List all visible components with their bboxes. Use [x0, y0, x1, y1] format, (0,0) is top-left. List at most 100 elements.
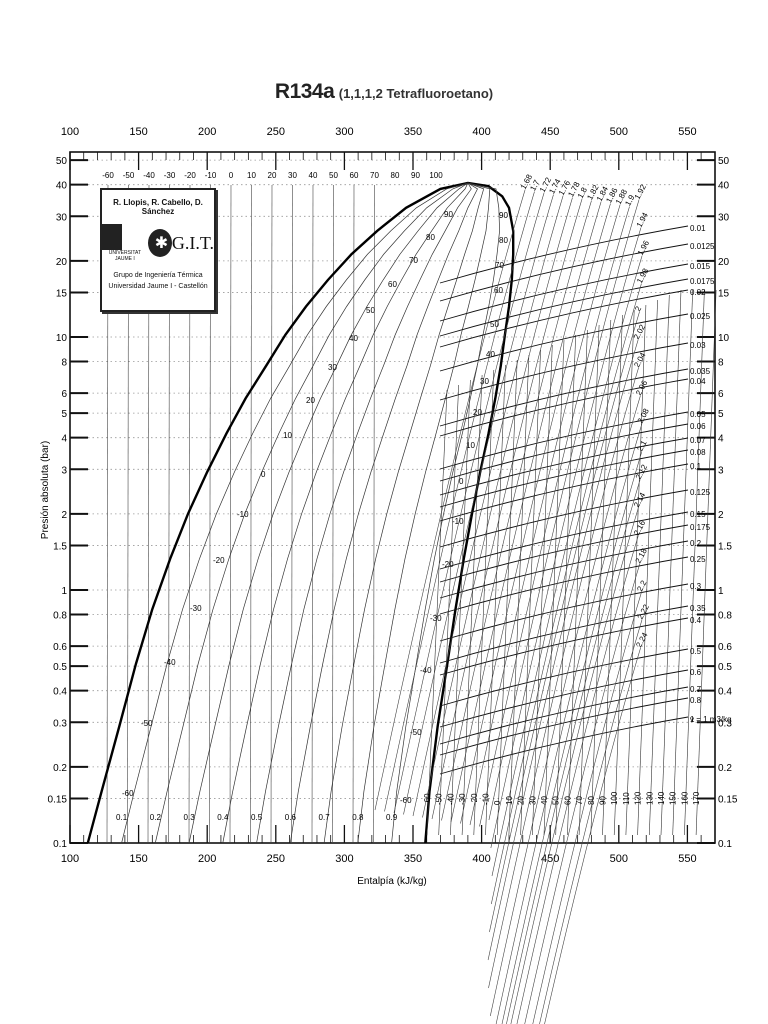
sat-vapor-temp-label: 40 [486, 350, 495, 359]
sat-liquid-temp-label: 60 [388, 280, 397, 289]
isentrope-line [491, 255, 643, 877]
university-logo-icon [102, 224, 122, 250]
isotherm-label-bottom: 20 [517, 796, 526, 805]
isotherm-label-top: 90 [411, 171, 420, 180]
isotherm-label-bottom: 10 [505, 796, 514, 805]
sat-vapor-temp-label: 0 [459, 477, 464, 486]
chart-title-main: R134a [274, 80, 335, 103]
isentrope-line [450, 201, 602, 823]
isentrope-line [403, 194, 554, 815]
isentrope-line [441, 200, 592, 821]
quality-label: 0.3 [184, 813, 196, 822]
isotherm-label-top: 60 [350, 171, 359, 180]
x-axis-label: Entalpía (kJ/kg) [357, 876, 426, 887]
isentrope-label: 2 [633, 304, 643, 313]
isochore-line [439, 342, 689, 401]
authors-label: R. Llopis, R. Cabello, D. Sánchez [113, 198, 203, 216]
isentrope-line [501, 451, 642, 1024]
sat-liquid-temp-label: 30 [328, 363, 337, 372]
isotherm-liquid [373, 184, 375, 844]
isentrope-label: 1.98 [635, 266, 651, 284]
y-tick-label-right: 1 [718, 586, 724, 597]
y-tick-label-right: 20 [718, 257, 730, 268]
quality-line [357, 182, 491, 844]
isentrope-label: 1.96 [636, 238, 652, 256]
x-tick-label-bottom: 450 [541, 853, 559, 865]
isotherm-vapor [637, 299, 658, 836]
isotherm-label-bottom: 150 [669, 791, 678, 805]
isentrope-label: 2.08 [636, 406, 652, 424]
isochore-label: 0.5 [690, 647, 702, 656]
isotherm-vapor [520, 349, 541, 836]
quality-label: 0.4 [217, 813, 229, 822]
y-tick-label-right: 50 [718, 156, 730, 167]
y-tick-label-left: 0.4 [53, 687, 67, 698]
x-tick-label-top: 400 [472, 126, 490, 138]
isochore-label: 0.2 [690, 539, 702, 548]
isochore-label: 0.04 [690, 377, 706, 386]
x-tick-label-top: 200 [198, 126, 216, 138]
quality-label: 0.8 [352, 813, 364, 822]
isochore-line [439, 697, 689, 756]
isotherm-vapor [649, 294, 670, 836]
y-tick-label-right: 15 [718, 288, 730, 299]
quality-label: 0.5 [251, 813, 263, 822]
y-tick-label-left: 1 [61, 586, 67, 597]
quality-line [121, 182, 468, 844]
quality-line [154, 182, 469, 844]
quality-line [222, 182, 469, 844]
quality-line [256, 182, 472, 844]
isochore-label: 0.8 [690, 696, 702, 705]
isotherm-label-top: -50 [123, 171, 135, 180]
isentrope-line [524, 563, 641, 1024]
isotherm-label-bottom: -10 [482, 793, 491, 805]
y-tick-label-left: 0.8 [53, 611, 67, 622]
isochore-label: 0.06 [690, 422, 706, 431]
y-tick-label-left: 10 [56, 333, 68, 344]
isotherm-vapor [602, 314, 623, 836]
isentrope-line [393, 192, 545, 814]
y-tick-label-left: 2 [61, 510, 67, 521]
quality-label: 0.2 [150, 813, 162, 822]
quality-line [289, 182, 478, 844]
x-tick-label-top: 100 [61, 126, 79, 138]
isochore-line [439, 225, 689, 284]
isochore-label: 0.0175 [690, 277, 715, 286]
sat-liquid-temp-label: 20 [306, 396, 315, 405]
y-tick-label-right: 0.1 [718, 839, 732, 850]
isotherm-label-top: -30 [164, 171, 176, 180]
isentrope-line [510, 507, 639, 1024]
isotherm-liquid [352, 184, 355, 844]
isotherm-liquid [250, 184, 252, 844]
isotherm-label-bottom: -60 [423, 793, 432, 805]
isentrope-line [491, 283, 642, 905]
isotherm-liquid [229, 184, 232, 844]
isochore-label: 0.1 [690, 462, 702, 471]
isotherm-label-bottom: 90 [599, 796, 608, 805]
isochore-line [439, 686, 689, 745]
isentrope-line [412, 195, 564, 817]
isentrope-line [516, 535, 639, 1024]
sat-vapor-temp-label: -30 [430, 614, 442, 623]
y-tick-label-left: 15 [56, 288, 68, 299]
sat-liquid-temp-label: -40 [164, 658, 176, 667]
y-tick-label-left: 0.1 [53, 839, 67, 850]
isotherm-label-bottom: 170 [692, 791, 701, 805]
x-tick-label-bottom: 500 [610, 853, 628, 865]
sat-vapor-temp-label: -60 [400, 796, 412, 805]
y-tick-label-right: 10 [718, 333, 730, 344]
quality-line [391, 182, 500, 844]
y-tick-label-left: 1.5 [53, 541, 67, 552]
y-tick-label-right: 6 [718, 389, 724, 400]
y-tick-label-right: 5 [718, 409, 724, 420]
y-tick-label-left: 0.3 [53, 718, 67, 729]
isotherm-vapor [496, 359, 518, 836]
y-tick-label-left: 5 [61, 409, 67, 420]
y-tick-label-left: 0.6 [53, 642, 67, 653]
x-tick-label-top: 150 [129, 126, 147, 138]
isotherm-label-bottom: 50 [552, 796, 561, 805]
isotherm-label-bottom: 160 [680, 791, 689, 805]
chart-title: R134a (1,1,1,2 Tetrafluoroetano) [0, 80, 768, 104]
isochore-label: 1 [690, 715, 695, 724]
